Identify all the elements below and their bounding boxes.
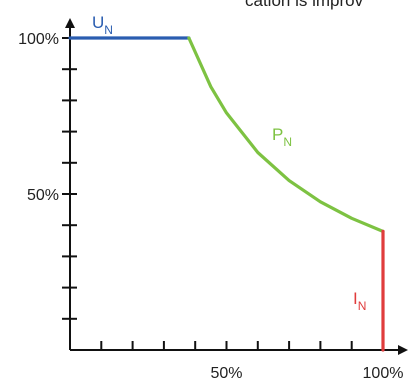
header-text-fragment: cation is improv [245,0,364,10]
series-label-IN: IN [353,289,366,313]
x-axis-arrowhead [398,345,408,355]
series-line-PN [187,36,385,233]
x-tick-label: 100% [363,365,404,380]
y-tick-label: 50% [27,187,59,204]
series-label-PN: PN [272,125,292,149]
y-axis-arrowhead [65,18,75,28]
series-label-subscript: N [283,135,292,149]
chart-axes [65,18,408,355]
y-tick-label: 100% [18,31,59,48]
series-label-subscript: N [358,299,367,313]
x-tick-label: 50% [210,365,242,380]
series-label-UN: UN [92,13,113,37]
series-label-main: I [353,289,358,308]
chart-ticks [62,37,384,350]
series-label-main: P [272,125,283,144]
chart-series [68,36,385,352]
series-label-subscript: N [104,23,113,37]
series-label-main: U [92,13,104,32]
